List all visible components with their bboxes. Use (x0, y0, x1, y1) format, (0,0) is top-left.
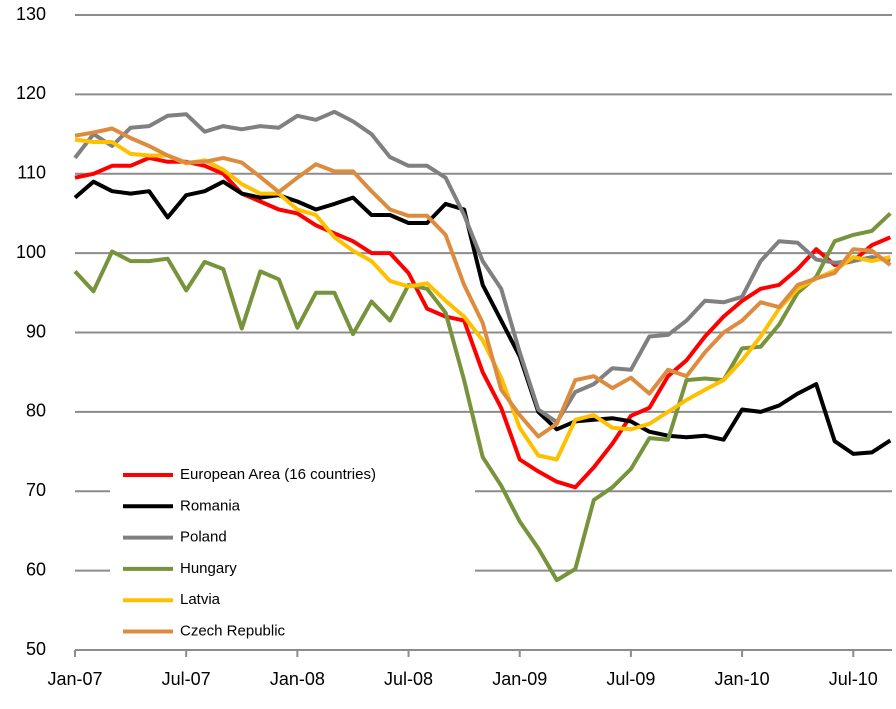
series-line (74, 126, 892, 439)
legend-box (110, 457, 475, 647)
y-tick-label: 60 (26, 559, 46, 579)
legend-label: Czech Republic (180, 622, 286, 639)
x-tick-label: Jan-08 (270, 669, 325, 689)
x-tick-label: Jan-07 (47, 669, 102, 689)
series-line (74, 137, 891, 462)
y-tick-label: 100 (16, 242, 46, 262)
x-tick-label: Jan-09 (492, 669, 547, 689)
series-line (73, 179, 892, 456)
y-tick-label: 50 (26, 639, 46, 659)
y-tick-label: 70 (26, 480, 46, 500)
legend-label: Latvia (180, 591, 221, 608)
y-tick-label: 110 (17, 163, 46, 183)
legend-label: Poland (180, 529, 227, 546)
legend-label: Romania (180, 497, 241, 514)
legend-label: European Area (16 countries) (180, 466, 376, 483)
x-tick-label: Jan-10 (715, 669, 770, 689)
y-tick-label: 130 (16, 4, 46, 24)
x-tick-label: Jul-07 (162, 669, 211, 689)
x-tick-label: Jul-08 (384, 669, 433, 689)
x-tick-label: Jul-10 (829, 669, 878, 689)
y-tick-label: 90 (26, 321, 46, 341)
legend-label: Hungary (180, 560, 237, 577)
series-line (74, 155, 892, 490)
y-tick-label: 120 (16, 83, 46, 103)
x-tick-label: Jul-09 (606, 669, 655, 689)
series-line (73, 109, 891, 425)
y-tick-label: 80 (26, 401, 46, 421)
